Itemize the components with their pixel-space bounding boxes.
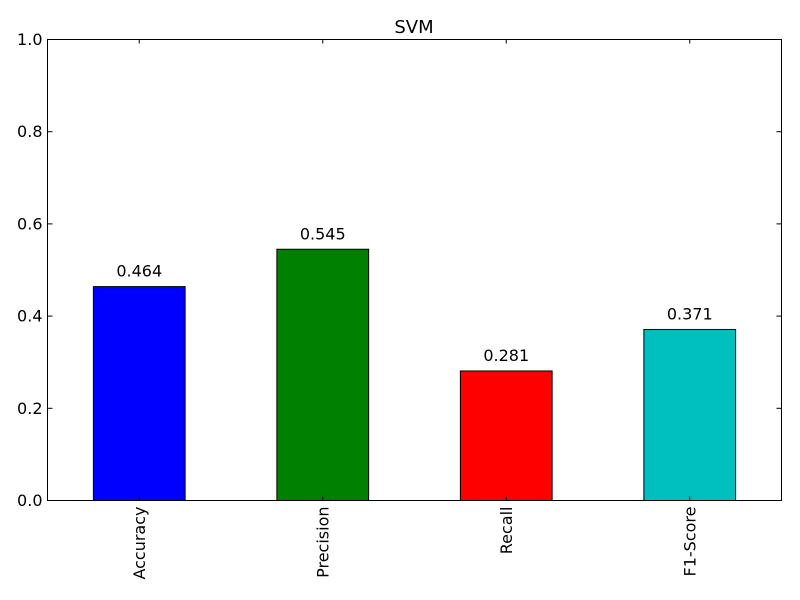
y-tick-label: 0.2 <box>17 399 42 418</box>
chart-title: SVM <box>394 17 433 38</box>
data-label-precision: 0.545 <box>300 224 346 243</box>
y-tick-label: 0.4 <box>17 307 42 326</box>
bar-recall <box>459 370 553 502</box>
x-tick-label-precision: Precision <box>313 507 332 578</box>
data-label-recall: 0.281 <box>483 346 529 365</box>
y-axis: 0.0 0.2 0.4 0.6 0.8 1.0 <box>17 30 782 510</box>
x-tick-label-recall: Recall <box>497 507 516 555</box>
bar-accuracy <box>92 286 186 502</box>
data-labels-layer: 0.464 0.545 0.281 0.371 <box>116 224 712 365</box>
data-label-f1-score: 0.371 <box>667 304 713 323</box>
y-tick-label: 0.6 <box>17 214 42 233</box>
data-label-accuracy: 0.464 <box>116 262 162 281</box>
x-tick-label-accuracy: Accuracy <box>130 507 149 580</box>
bar-f1-score <box>643 328 737 501</box>
y-tick-label: 0.0 <box>17 491 42 510</box>
bars-layer <box>92 248 737 502</box>
y-tick-label: 1.0 <box>17 30 42 49</box>
x-axis: Accuracy Precision Recall F1-Score <box>130 39 699 580</box>
plot-area-frame <box>47 39 782 501</box>
bar-precision <box>276 248 370 501</box>
x-tick-label-f1-score: F1-Score <box>680 507 699 577</box>
y-tick-label: 0.8 <box>17 122 42 141</box>
